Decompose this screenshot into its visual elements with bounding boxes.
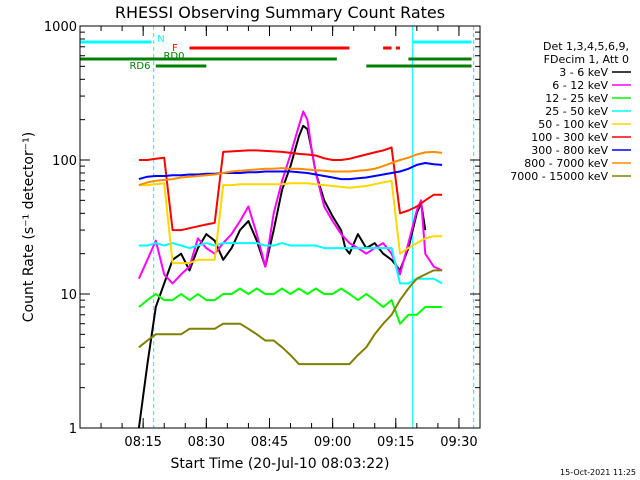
- legend-header-line-2: FDecim 1, Att 0: [544, 53, 629, 66]
- y-tick-label: 1000: [44, 20, 77, 35]
- legend-label: 100 - 300 keV: [531, 131, 608, 144]
- x-tick-label: 09:30: [440, 435, 477, 450]
- series-line-7: [138, 162, 443, 181]
- axes-group: 1 10 100 1000 08:15 08:30 08:45 09:00 09:15 09:30: [44, 20, 481, 450]
- y-tick-label: 10: [60, 288, 77, 303]
- annotation-label-f: F: [172, 43, 178, 54]
- legend-label: 7000 - 15000 keV: [510, 170, 608, 183]
- annotation-label-n: N: [157, 34, 164, 45]
- legend-label: 300 - 800 keV: [531, 144, 608, 157]
- legend-header-line-1: Det 1,3,4,5,6,9,: [543, 40, 629, 53]
- y-tick-label: 100: [52, 154, 77, 169]
- legend-label: 50 - 100 keV: [538, 118, 608, 131]
- series-line-4: [138, 242, 443, 285]
- x-tick-label: 09:15: [377, 435, 414, 450]
- legend-label: 800 - 7000 keV: [524, 157, 608, 170]
- vline-group: [79, 26, 475, 428]
- x-tick-label: 09:00: [314, 435, 351, 450]
- x-tick-label: 08:45: [251, 435, 288, 450]
- x-axis-label: Start Time (20-Jul-10 08:03:22): [170, 456, 389, 472]
- y-tick-label: 1: [69, 422, 77, 437]
- series-line-9: [138, 269, 443, 366]
- x-tick-label: 08:15: [124, 435, 161, 450]
- series-line-6: [138, 146, 443, 232]
- annotation-label-rd6: RD6: [129, 61, 150, 72]
- footer-timestamp: 15-Oct-2021 11:25: [560, 468, 636, 477]
- annotation-label-rd0: RD0: [163, 51, 184, 62]
- series-line-3: [138, 287, 443, 325]
- legend-label: 12 - 25 keV: [545, 92, 608, 105]
- series-line-2: [137, 110, 443, 285]
- chart-title: RHESSI Observing Summary Count Rates: [115, 3, 445, 22]
- x-tick-label: 08:30: [188, 435, 225, 450]
- series-line-5: [138, 179, 443, 265]
- legend: Det 1,3,4,5,6,9, FDecim 1, Att 0 3 - 6 k…: [510, 40, 631, 183]
- series-line-8: [138, 150, 443, 187]
- y-axis-label: Count Rate (s⁻¹ detector⁻¹): [21, 132, 37, 322]
- plot-frame: [79, 25, 481, 429]
- legend-label: 25 - 50 keV: [545, 105, 608, 118]
- legend-label: 3 - 6 keV: [559, 66, 608, 79]
- legend-label: 6 - 12 keV: [552, 79, 608, 92]
- series-group: [137, 110, 443, 429]
